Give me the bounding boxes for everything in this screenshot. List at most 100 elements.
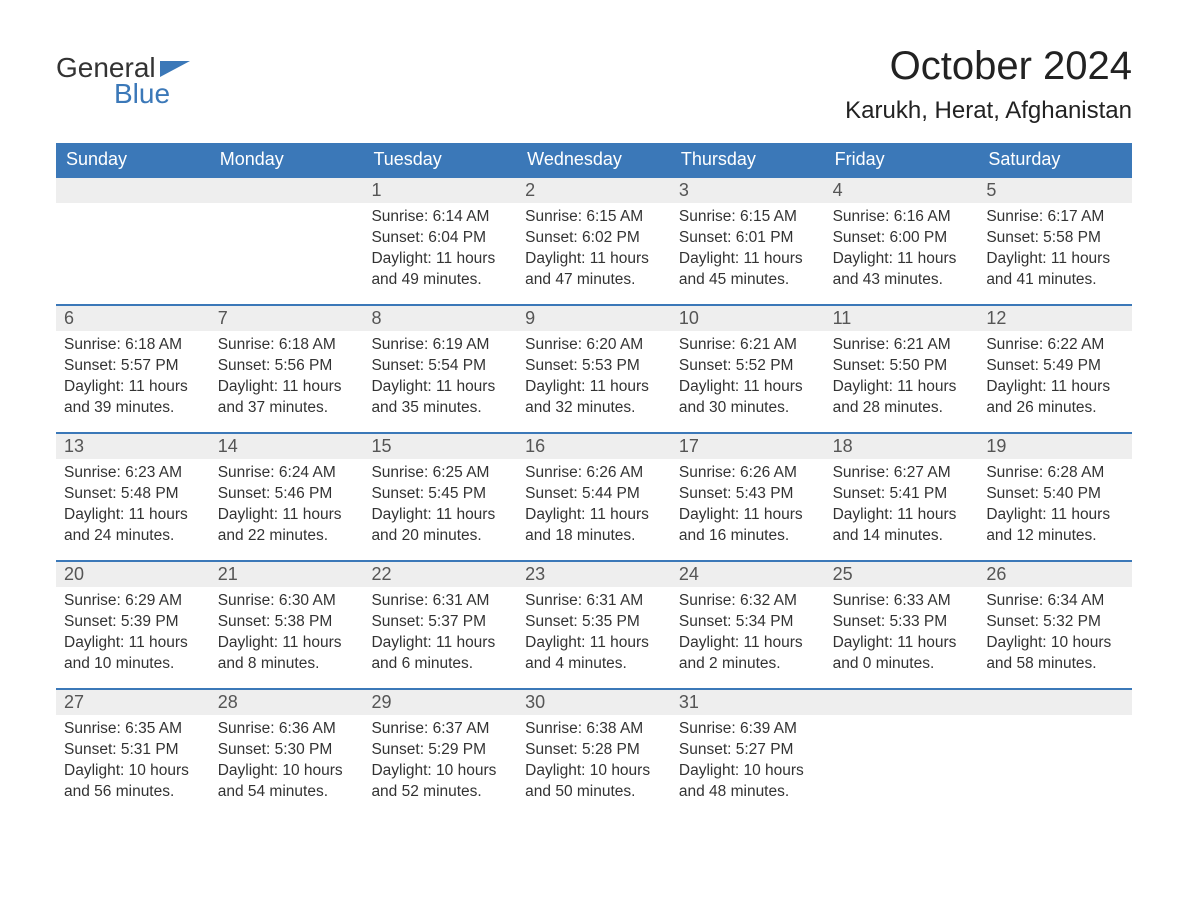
sunset-text: Sunset: 5:39 PM — [64, 612, 202, 633]
daylight1-text: Daylight: 10 hours — [679, 761, 817, 782]
day-number: 28 — [210, 688, 364, 715]
day-cell: 21Sunrise: 6:30 AMSunset: 5:38 PMDayligh… — [210, 560, 364, 688]
daylight2-text: and 54 minutes. — [218, 782, 356, 803]
daylight2-text: and 24 minutes. — [64, 526, 202, 547]
sunrise-text: Sunrise: 6:16 AM — [833, 207, 971, 228]
daylight1-text: Daylight: 10 hours — [64, 761, 202, 782]
day-body: Sunrise: 6:27 AMSunset: 5:41 PMDaylight:… — [825, 459, 979, 557]
day-number: 5 — [978, 176, 1132, 203]
day-cell: 20 Sunrise: 6:29 AMSunset: 5:39 PMDayligh… — [56, 560, 210, 688]
sunrise-text: Sunrise: 6:29 AM — [64, 591, 202, 612]
dow-sunday: Sunday — [56, 143, 210, 176]
daylight2-text: and 35 minutes. — [371, 398, 509, 419]
sunrise-text: Sunrise: 6:28 AM — [986, 463, 1124, 484]
day-body: Sunrise: 6:21 AMSunset: 5:50 PMDaylight:… — [825, 331, 979, 429]
dow-saturday: Saturday — [978, 143, 1132, 176]
day-cell — [825, 688, 979, 816]
day-number: 19 — [978, 432, 1132, 459]
daylight2-text: and 14 minutes. — [833, 526, 971, 547]
daylight1-text: Daylight: 10 hours — [525, 761, 663, 782]
daylight1-text: Daylight: 11 hours — [371, 249, 509, 270]
sunrise-text: Sunrise: 6:34 AM — [986, 591, 1124, 612]
daylight1-text: Daylight: 11 hours — [833, 633, 971, 654]
daylight2-text: and 0 minutes. — [833, 654, 971, 675]
sunrise-text: Sunrise: 6:39 AM — [679, 719, 817, 740]
day-body: Sunrise: 6:15 AMSunset: 6:02 PMDaylight:… — [517, 203, 671, 301]
sunrise-text: Sunrise: 6:31 AM — [371, 591, 509, 612]
daylight1-text: Daylight: 11 hours — [64, 633, 202, 654]
sunrise-text: Sunrise: 6:26 AM — [679, 463, 817, 484]
day-cell: 3Sunrise: 6:15 AMSunset: 6:01 PMDaylight… — [671, 176, 825, 304]
daylight2-text: and 37 minutes. — [218, 398, 356, 419]
day-body: Sunrise: 6:26 AMSunset: 5:44 PMDaylight:… — [517, 459, 671, 557]
day-number: 20 — [56, 560, 210, 587]
day-number: 13 — [56, 432, 210, 459]
sunrise-text: Sunrise: 6:31 AM — [525, 591, 663, 612]
dow-tuesday: Tuesday — [363, 143, 517, 176]
day-number — [210, 176, 364, 203]
daylight2-text: and 18 minutes. — [525, 526, 663, 547]
day-body: Sunrise: 6:18 AMSunset: 5:57 PMDaylight:… — [56, 331, 210, 429]
day-cell: 1Sunrise: 6:14 AMSunset: 6:04 PMDaylight… — [363, 176, 517, 304]
day-cell: 5Sunrise: 6:17 AMSunset: 5:58 PMDaylight… — [978, 176, 1132, 304]
day-body: Sunrise: 6:33 AMSunset: 5:33 PMDaylight:… — [825, 587, 979, 685]
sunset-text: Sunset: 5:41 PM — [833, 484, 971, 505]
daylight2-text: and 10 minutes. — [64, 654, 202, 675]
daylight2-text: and 26 minutes. — [986, 398, 1124, 419]
day-body: Sunrise: 6:16 AMSunset: 6:00 PMDaylight:… — [825, 203, 979, 301]
daylight2-text: and 12 minutes. — [986, 526, 1124, 547]
daylight1-text: Daylight: 11 hours — [525, 633, 663, 654]
day-cell: 11Sunrise: 6:21 AMSunset: 5:50 PMDayligh… — [825, 304, 979, 432]
daylight1-text: Daylight: 11 hours — [833, 377, 971, 398]
day-cell: 7Sunrise: 6:18 AMSunset: 5:56 PMDaylight… — [210, 304, 364, 432]
day-cell — [978, 688, 1132, 816]
sunrise-text: Sunrise: 6:24 AM — [218, 463, 356, 484]
day-number: 6 — [56, 304, 210, 331]
day-body: Sunrise: 6:26 AMSunset: 5:43 PMDaylight:… — [671, 459, 825, 557]
daylight1-text: Daylight: 11 hours — [986, 505, 1124, 526]
sunset-text: Sunset: 5:49 PM — [986, 356, 1124, 377]
sunrise-text: Sunrise: 6:21 AM — [679, 335, 817, 356]
week-row: 6Sunrise: 6:18 AMSunset: 5:57 PMDaylight… — [56, 304, 1132, 432]
sunset-text: Sunset: 5:31 PM — [64, 740, 202, 761]
day-body: Sunrise: 6:21 AMSunset: 5:52 PMDaylight:… — [671, 331, 825, 429]
daylight1-text: Daylight: 11 hours — [679, 249, 817, 270]
sunset-text: Sunset: 5:44 PM — [525, 484, 663, 505]
days-of-week-row: Sunday Monday Tuesday Wednesday Thursday… — [56, 143, 1132, 176]
daylight1-text: Daylight: 10 hours — [986, 633, 1124, 654]
daylight1-text: Daylight: 11 hours — [833, 505, 971, 526]
day-cell: 24Sunrise: 6:32 AMSunset: 5:34 PMDayligh… — [671, 560, 825, 688]
sunrise-text: Sunrise: 6:38 AM — [525, 719, 663, 740]
sunset-text: Sunset: 6:02 PM — [525, 228, 663, 249]
sunset-text: Sunset: 5:38 PM — [218, 612, 356, 633]
daylight2-text: and 28 minutes. — [833, 398, 971, 419]
day-number: 10 — [671, 304, 825, 331]
week-row: 1Sunrise: 6:14 AMSunset: 6:04 PMDaylight… — [56, 176, 1132, 304]
sunset-text: Sunset: 5:34 PM — [679, 612, 817, 633]
day-number: 9 — [517, 304, 671, 331]
daylight1-text: Daylight: 11 hours — [679, 377, 817, 398]
day-number: 14 — [210, 432, 364, 459]
day-body: Sunrise: 6:36 AMSunset: 5:30 PMDaylight:… — [210, 715, 364, 813]
day-number: 16 — [517, 432, 671, 459]
sunrise-text: Sunrise: 6:20 AM — [525, 335, 663, 356]
day-number: 7 — [210, 304, 364, 331]
day-cell: 14Sunrise: 6:24 AMSunset: 5:46 PMDayligh… — [210, 432, 364, 560]
sunset-text: Sunset: 5:48 PM — [64, 484, 202, 505]
day-cell: 18Sunrise: 6:27 AMSunset: 5:41 PMDayligh… — [825, 432, 979, 560]
day-body: Sunrise: 6:17 AMSunset: 5:58 PMDaylight:… — [978, 203, 1132, 301]
day-body: Sunrise: 6:31 AMSunset: 5:37 PMDaylight:… — [363, 587, 517, 685]
logo-text-blue: Blue — [114, 80, 192, 108]
day-number: 4 — [825, 176, 979, 203]
sunrise-text: Sunrise: 6:18 AM — [218, 335, 356, 356]
sunset-text: Sunset: 5:30 PM — [218, 740, 356, 761]
day-number: 8 — [363, 304, 517, 331]
sunset-text: Sunset: 5:45 PM — [371, 484, 509, 505]
sunset-text: Sunset: 5:53 PM — [525, 356, 663, 377]
daylight2-text: and 4 minutes. — [525, 654, 663, 675]
day-cell: 17Sunrise: 6:26 AMSunset: 5:43 PMDayligh… — [671, 432, 825, 560]
sunrise-text: Sunrise: 6:33 AM — [833, 591, 971, 612]
daylight2-text: and 39 minutes. — [64, 398, 202, 419]
daylight1-text: Daylight: 10 hours — [371, 761, 509, 782]
sunrise-text: Sunrise: 6:14 AM — [371, 207, 509, 228]
